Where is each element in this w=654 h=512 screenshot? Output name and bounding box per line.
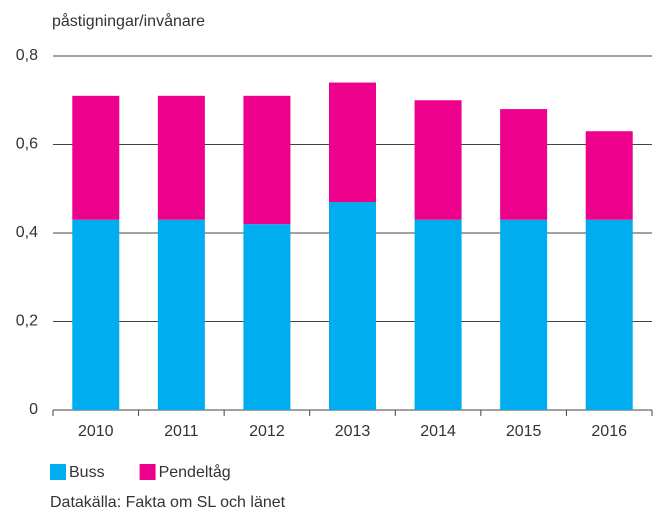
bar-segment: [157, 219, 205, 410]
bar-segment: [500, 109, 548, 220]
y-tick-label: 0,2: [16, 313, 38, 330]
bar-segment: [585, 131, 633, 220]
bar-segment: [157, 95, 205, 220]
source: Datakälla: Fakta om SL och länet: [50, 494, 286, 511]
x-tick-label: 2010: [78, 423, 114, 440]
legend-swatch: [50, 464, 66, 480]
bar-segment: [414, 219, 462, 410]
bar-segment: [329, 82, 376, 203]
x-tick-label: 2013: [335, 423, 371, 440]
x-tick-label: 2011: [164, 423, 199, 440]
bar-segment: [72, 219, 120, 410]
bar-segment: [329, 202, 376, 410]
bar-segment: [585, 219, 633, 410]
y-tick-label: 0,8: [16, 47, 38, 64]
bar-segment: [243, 224, 291, 410]
x-tick-label: 2014: [420, 423, 456, 440]
bar-segment: [72, 95, 120, 220]
y-axis-label: påstigningar/invånare: [52, 12, 205, 30]
x-tick-label: 2012: [249, 423, 285, 440]
y-tick-label: 0,6: [16, 136, 38, 153]
legend-swatch: [139, 464, 156, 480]
x-tick-label: 2016: [591, 423, 627, 440]
bar-segment: [500, 219, 548, 410]
legend-label: Pendeltåg: [159, 463, 231, 481]
legend-label: Buss: [69, 464, 105, 481]
y-tick-label: 0: [29, 401, 38, 418]
bar-segment: [243, 95, 291, 225]
y-tick-label: 0,4: [16, 224, 38, 241]
x-tick-label: 2015: [506, 423, 542, 440]
bar-segment: [414, 100, 462, 220]
